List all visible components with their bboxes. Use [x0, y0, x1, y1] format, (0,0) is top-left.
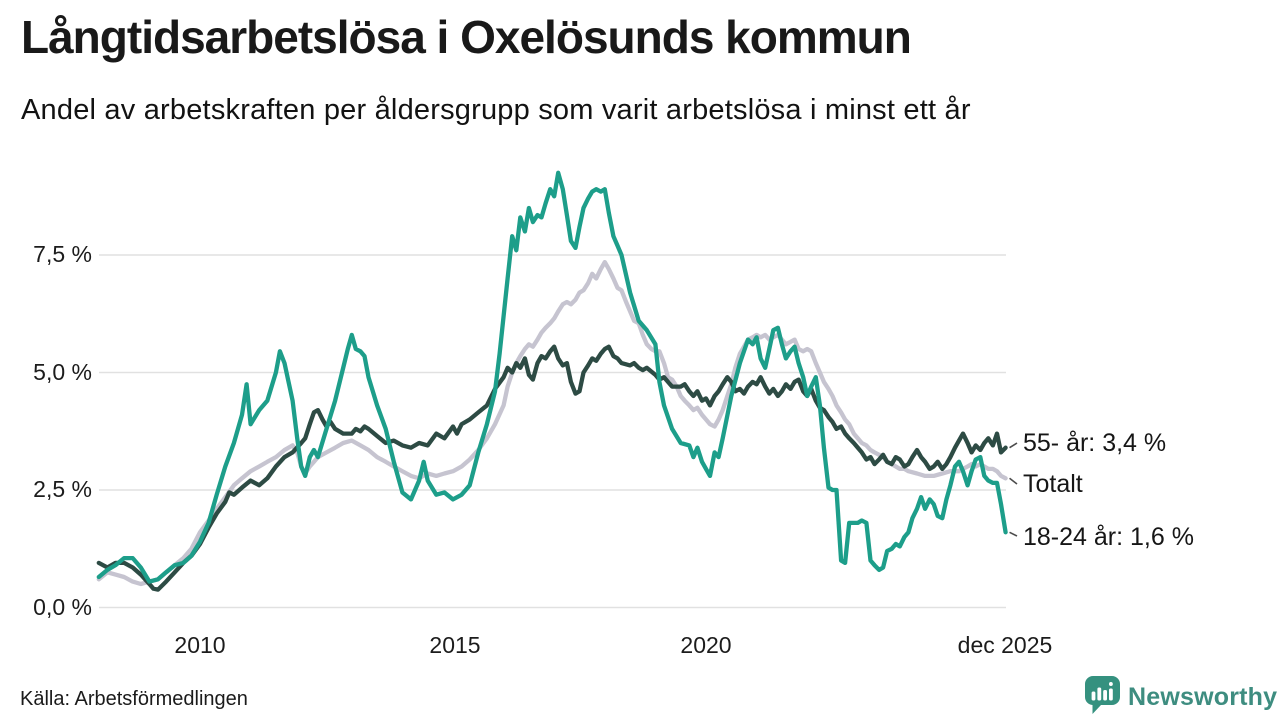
page-title: Långtidsarbetslösa i Oxelösunds kommun [21, 11, 912, 63]
source-note: Källa: Arbetsförmedlingen [20, 688, 248, 710]
label-connector [1009, 442, 1018, 449]
x-tick-2010: 2010 [174, 632, 226, 658]
y-tick-5-0: 5,0 % [33, 359, 92, 385]
label-connector [1009, 477, 1018, 485]
series-line-18-24-r [96, 170, 1008, 584]
series-label-totalt: Totalt [1023, 470, 1083, 498]
newsworthy-brand: Newsworthy [1083, 675, 1278, 720]
label-connector [1009, 531, 1018, 537]
y-tick-2-5: 2,5 % [33, 476, 92, 502]
newsworthy-logo-icon [1083, 675, 1121, 720]
x-tick-2015: 2015 [429, 632, 481, 658]
newsworthy-wordmark: Newsworthy [1128, 682, 1278, 711]
series-line-totalt [96, 259, 1008, 587]
x-tick-2020: 2020 [680, 632, 732, 658]
y-tick-7-5: 7,5 % [33, 241, 92, 267]
y-tick-0-0: 0,0 % [33, 594, 92, 620]
series-label-55-ar: 55- år: 3,4 % [1023, 429, 1167, 457]
x-tick-dec-2025: dec 2025 [957, 632, 1053, 658]
series-line-55-r [96, 344, 1008, 592]
page-subtitle: Andel av arbetskraften per åldersgrupp s… [21, 94, 971, 126]
series-label-18-24-ar: 18-24 år: 1,6 % [1023, 523, 1194, 551]
